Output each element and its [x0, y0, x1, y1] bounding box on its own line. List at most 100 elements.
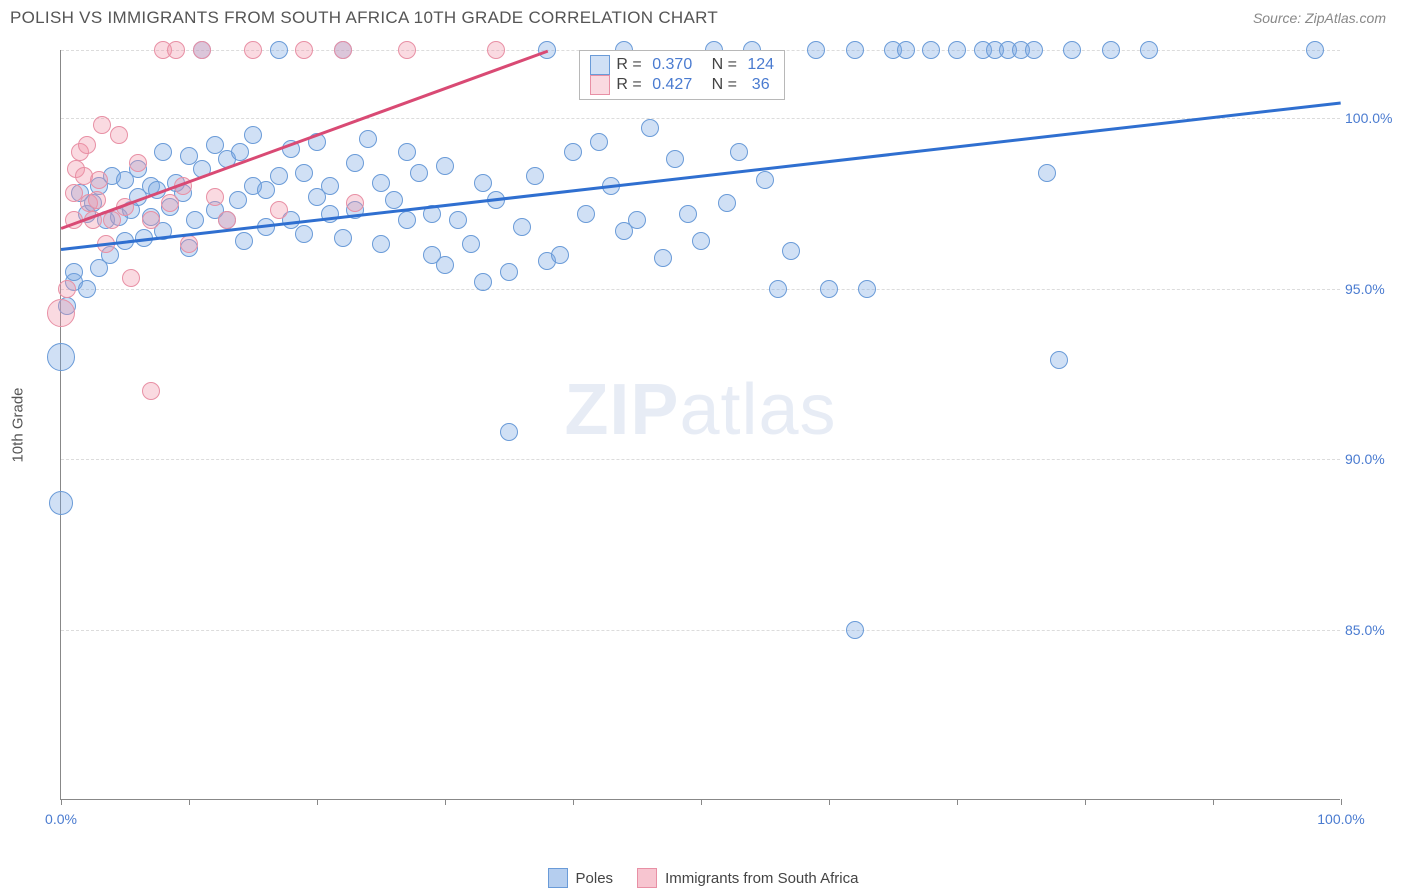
data-point [628, 211, 646, 229]
trend-line [61, 101, 1341, 250]
data-point [654, 249, 672, 267]
chart-title: POLISH VS IMMIGRANTS FROM SOUTH AFRICA 1… [10, 8, 718, 28]
x-tick [1085, 799, 1086, 805]
data-point [193, 41, 211, 59]
legend-swatch [637, 868, 657, 888]
data-point [718, 194, 736, 212]
stats-n-value: 36 [747, 76, 769, 94]
data-point [730, 143, 748, 161]
data-point [398, 143, 416, 161]
legend-item: Poles [548, 868, 614, 888]
stats-swatch [590, 55, 610, 75]
data-point [641, 119, 659, 137]
x-tick [1213, 799, 1214, 805]
data-point [474, 174, 492, 192]
data-point [372, 174, 390, 192]
stats-n-label: N = [698, 56, 741, 74]
x-tick [829, 799, 830, 805]
plot-area: ZIPatlas 85.0%90.0%95.0%100.0%0.0%100.0%… [60, 50, 1340, 800]
data-point [229, 191, 247, 209]
data-point [526, 167, 544, 185]
x-tick [317, 799, 318, 805]
data-point [436, 157, 454, 175]
stats-r-label: R = [616, 56, 646, 74]
data-point [47, 343, 75, 371]
stats-r-value: 0.427 [652, 76, 692, 94]
data-point [462, 235, 480, 253]
stats-r-value: 0.370 [652, 56, 692, 74]
legend: Poles Immigrants from South Africa [0, 868, 1406, 888]
gridline [61, 459, 1340, 460]
y-tick-label: 95.0% [1345, 281, 1400, 297]
gridline [61, 118, 1340, 119]
data-point [769, 280, 787, 298]
data-point [1038, 164, 1056, 182]
data-point [122, 269, 140, 287]
data-point [692, 232, 710, 250]
data-point [65, 263, 83, 281]
data-point [948, 41, 966, 59]
data-point [820, 280, 838, 298]
data-point [346, 154, 364, 172]
data-point [334, 229, 352, 247]
data-point [235, 232, 253, 250]
data-point [385, 191, 403, 209]
stats-box: R = 0.370 N = 124R = 0.427 N = 36 [579, 50, 785, 100]
data-point [334, 41, 352, 59]
data-point [270, 41, 288, 59]
data-point [372, 235, 390, 253]
plot-wrap: 10th Grade ZIPatlas 85.0%90.0%95.0%100.0… [50, 40, 1390, 810]
y-tick-label: 85.0% [1345, 622, 1400, 638]
y-tick-label: 90.0% [1345, 451, 1400, 467]
data-point [49, 491, 73, 515]
data-point [142, 211, 160, 229]
data-point [103, 211, 121, 229]
gridline [61, 630, 1340, 631]
data-point [88, 191, 106, 209]
data-point [436, 256, 454, 274]
data-point [270, 167, 288, 185]
data-point [47, 299, 75, 327]
data-point [858, 280, 876, 298]
x-tick [573, 799, 574, 805]
stats-n-label: N = [698, 76, 741, 94]
data-point [359, 130, 377, 148]
data-point [1063, 41, 1081, 59]
watermark: ZIPatlas [564, 369, 836, 451]
y-axis-label: 10th Grade [10, 387, 27, 462]
data-point [551, 246, 569, 264]
gridline [61, 289, 1340, 290]
data-point [154, 143, 172, 161]
data-point [666, 150, 684, 168]
data-point [218, 211, 236, 229]
x-tick [445, 799, 446, 805]
data-point [474, 273, 492, 291]
data-point [897, 41, 915, 59]
data-point [922, 41, 940, 59]
data-point [295, 225, 313, 243]
data-point [129, 154, 147, 172]
data-point [295, 41, 313, 59]
x-tick-label: 0.0% [45, 811, 77, 827]
data-point [295, 164, 313, 182]
title-bar: POLISH VS IMMIGRANTS FROM SOUTH AFRICA 1… [0, 0, 1406, 32]
data-point [846, 621, 864, 639]
legend-label: Immigrants from South Africa [665, 870, 858, 887]
x-tick [701, 799, 702, 805]
stats-row: R = 0.427 N = 36 [590, 75, 774, 95]
stats-n-value: 124 [747, 56, 774, 74]
data-point [500, 263, 518, 281]
data-point [1306, 41, 1324, 59]
data-point [513, 218, 531, 236]
data-point [78, 136, 96, 154]
data-point [807, 41, 825, 59]
data-point [321, 177, 339, 195]
data-point [257, 181, 275, 199]
data-point [161, 194, 179, 212]
x-tick [1341, 799, 1342, 805]
stats-swatch [590, 75, 610, 95]
data-point [346, 194, 364, 212]
stats-row: R = 0.370 N = 124 [590, 55, 774, 75]
data-point [679, 205, 697, 223]
data-point [398, 211, 416, 229]
